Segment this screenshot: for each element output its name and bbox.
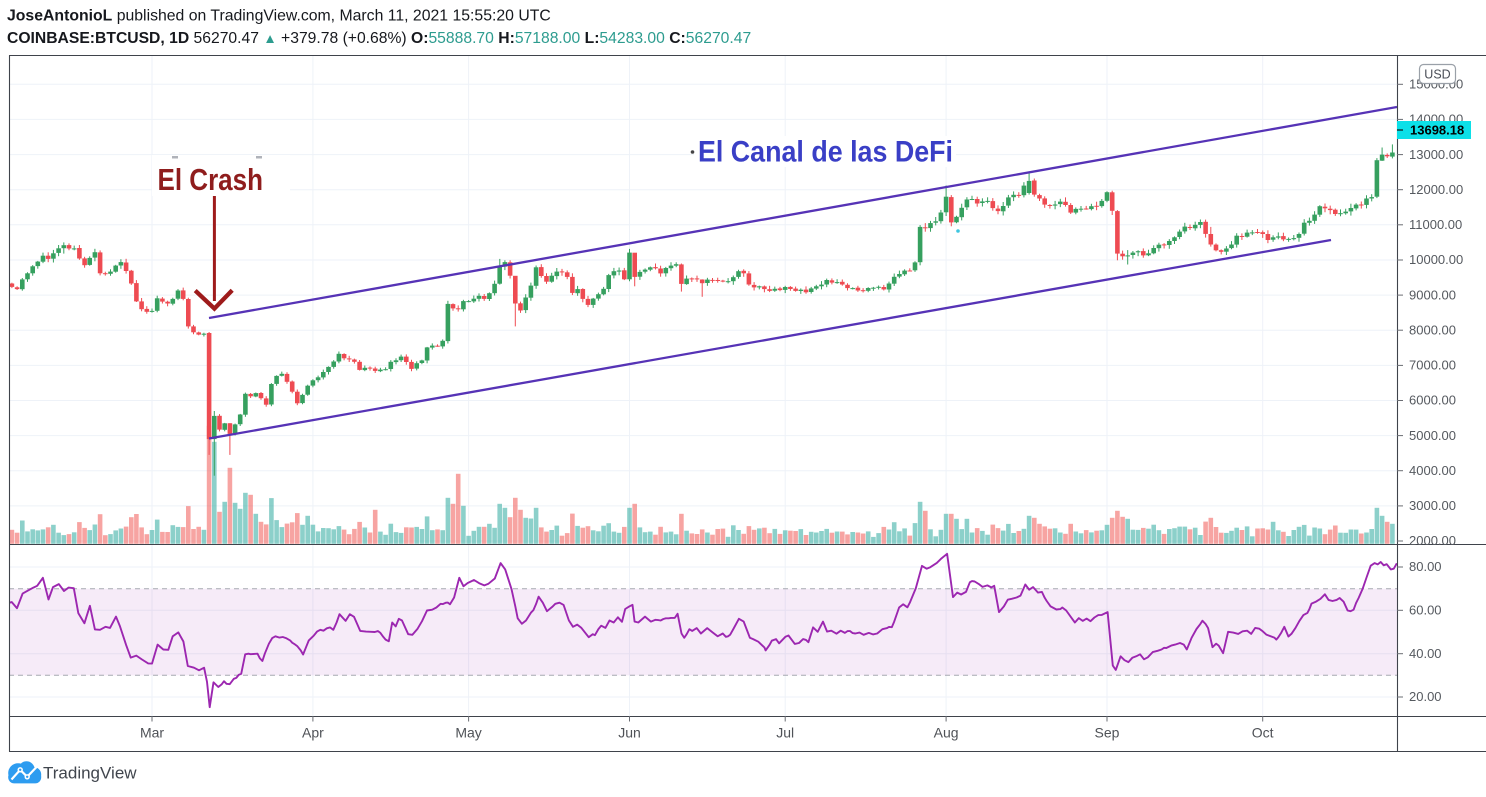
svg-text:60.00: 60.00 (1409, 603, 1442, 618)
svg-text:13698.18: 13698.18 (1410, 123, 1464, 138)
svg-text:6000.00: 6000.00 (1409, 393, 1456, 408)
svg-text:May: May (455, 725, 481, 741)
svg-text:12000.00: 12000.00 (1409, 182, 1463, 197)
svg-text:JoseAntonioL published on Trad: JoseAntonioL published on TradingView.co… (7, 8, 551, 25)
svg-text:11000.00: 11000.00 (1409, 217, 1462, 232)
svg-text:40.00: 40.00 (1409, 646, 1442, 661)
svg-text:3000.00: 3000.00 (1409, 498, 1456, 513)
svg-text:8000.00: 8000.00 (1409, 322, 1456, 337)
svg-text:Aug: Aug (934, 725, 959, 741)
svg-text:USD: USD (1424, 68, 1450, 82)
svg-text:4000.00: 4000.00 (1409, 463, 1456, 478)
svg-text:Jul: Jul (776, 725, 794, 741)
svg-text:10000.00: 10000.00 (1409, 252, 1463, 267)
svg-text:Sep: Sep (1095, 725, 1120, 741)
svg-text:Mar: Mar (140, 725, 164, 741)
svg-text:5000.00: 5000.00 (1409, 428, 1456, 443)
svg-text:TradingView: TradingView (43, 764, 137, 783)
svg-text:80.00: 80.00 (1409, 559, 1442, 574)
svg-text:20.00: 20.00 (1409, 689, 1442, 704)
svg-text:El Canal de las DeFi: El Canal de las DeFi (698, 136, 953, 169)
svg-text:7000.00: 7000.00 (1409, 358, 1456, 373)
svg-text:El Crash: El Crash (158, 162, 264, 197)
svg-text:13000.00: 13000.00 (1409, 147, 1463, 162)
svg-text:Apr: Apr (302, 725, 324, 741)
svg-text:2000.00: 2000.00 (1409, 533, 1456, 548)
svg-text:COINBASE:BTCUSD, 1D 56270.47 ▲: COINBASE:BTCUSD, 1D 56270.47 ▲ +379.78 (… (7, 30, 751, 47)
svg-text:Oct: Oct (1252, 725, 1274, 741)
svg-text:9000.00: 9000.00 (1409, 287, 1456, 302)
svg-text:Jun: Jun (618, 725, 641, 741)
